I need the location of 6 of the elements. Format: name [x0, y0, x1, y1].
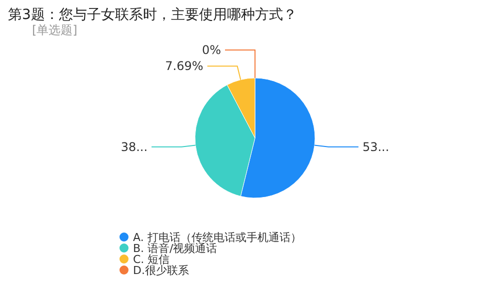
title: 第3题：您与子女联系时，主要使用哪种方式？	[8, 7, 297, 23]
legend-label: A. 打电话（传统电话或手机通话）	[133, 231, 302, 244]
legend-label: B. 语音/视频通话	[133, 242, 218, 255]
subtitle: [单选题]	[32, 23, 78, 37]
legend-label: C. 短信	[133, 253, 170, 266]
legend-label: D.很少联系	[133, 264, 189, 277]
